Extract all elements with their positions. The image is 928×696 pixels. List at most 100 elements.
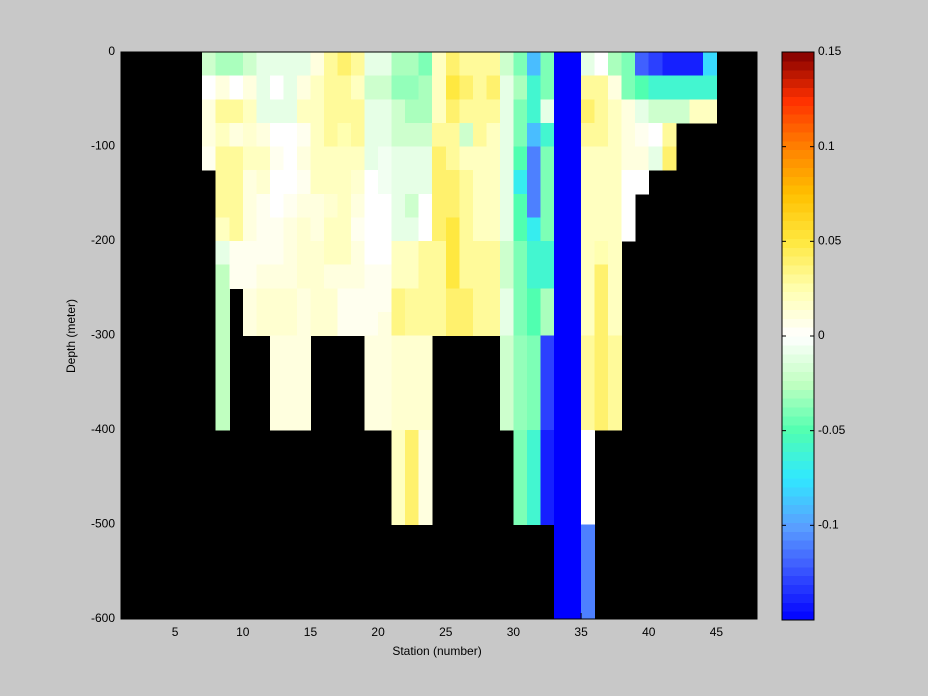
cell [283,146,298,171]
cell [283,382,298,407]
colorbar-step [782,522,814,532]
cell [283,335,298,360]
colorbar-step [782,69,814,80]
cell [283,122,298,147]
cell [296,99,311,124]
cell [513,382,528,407]
cell [594,264,609,289]
cell [296,193,311,218]
cell [567,122,582,147]
cell [215,359,230,384]
cell [432,193,447,218]
cell [242,75,257,100]
cell [364,311,379,336]
cell [405,217,420,242]
cell [621,99,636,124]
cell [540,311,555,336]
cell [323,146,339,171]
cell [526,99,541,124]
cell [296,406,311,431]
cell [459,75,474,100]
x-tick-label: 35 [574,625,588,639]
cell [296,264,311,289]
cell [323,52,339,77]
cell [378,75,393,100]
cell [621,122,636,147]
cell [405,264,420,289]
cell [215,217,230,242]
cell [405,52,420,77]
cell [581,146,596,171]
cell [648,99,663,124]
y-tick-label: -200 [91,233,115,247]
cell [310,122,325,147]
cell [283,52,298,77]
cell [242,241,257,266]
x-tick-label: 30 [507,625,521,639]
cell [567,430,582,455]
colorbar-step [782,371,814,381]
cell [432,122,447,147]
cell [635,170,650,195]
cell [554,75,569,100]
cell [337,170,352,195]
cell [526,311,541,336]
cell [702,75,717,100]
cell [351,99,366,124]
cell [283,75,298,100]
cell [405,311,420,336]
cell [283,217,298,242]
y-tick-label: -300 [91,328,115,342]
cell [432,99,447,124]
cell [391,288,406,313]
cell [242,193,257,218]
cell [499,146,514,171]
cell [621,217,636,242]
cell [256,193,271,218]
cell [635,75,650,100]
cell [608,406,623,431]
cell [540,193,555,218]
colorbar-tick-label: 0.05 [818,234,842,248]
cell [351,122,366,147]
cell [702,52,717,77]
cell [702,99,717,124]
cell [256,217,271,242]
colorbar-step [782,407,814,417]
cell [418,122,433,147]
cell [648,122,663,147]
cell [459,288,474,313]
cell [269,382,284,407]
cell [445,52,460,77]
cell [445,75,460,100]
cell [391,335,406,360]
cell [229,217,244,242]
colorbar-step [782,602,814,612]
cell [418,335,433,360]
cell [432,311,447,336]
cell [608,264,623,289]
cell [215,335,230,360]
cell [526,52,541,77]
cell [418,170,433,195]
cell [310,288,325,313]
cell [472,99,487,124]
cell [215,193,230,218]
cell [472,170,487,195]
cell [459,193,474,218]
cell [378,359,393,384]
colorbar-step [782,380,814,390]
cell [378,170,393,195]
colorbar-step [782,344,814,355]
cell [662,99,677,124]
cell [351,288,366,313]
colorbar-step [782,531,814,541]
cell [581,193,596,218]
cell [459,311,474,336]
cell [540,122,555,147]
cell [608,122,623,147]
cell [486,217,501,242]
cell [513,146,528,171]
cell [351,146,366,171]
cell [296,359,311,384]
